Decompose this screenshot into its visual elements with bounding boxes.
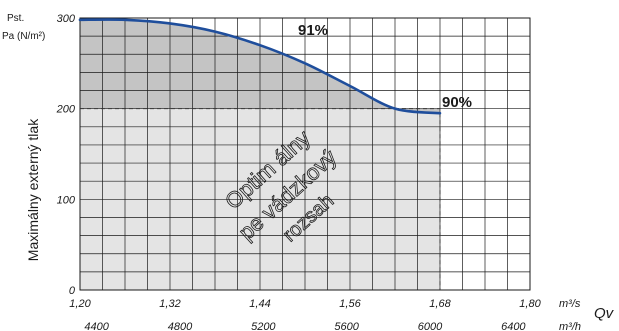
x-tick-label: 1,44 bbox=[249, 298, 270, 310]
y-tick-label: 0 bbox=[69, 285, 76, 297]
efficiency-label-91: 91% bbox=[298, 22, 328, 39]
tick-label-layer: 0 100 200 300 1,20 1,32 1,44 1,56 1,68 1,80 4400 48… bbox=[56, 13, 542, 331]
y-tick-label: 200 bbox=[56, 104, 76, 116]
y-axis-top-label-1: Pst. bbox=[7, 13, 24, 24]
x-secondary-tick-label: 6000 bbox=[418, 321, 443, 331]
efficiency-label-90: 90% bbox=[442, 94, 472, 111]
series-line-performance-curve bbox=[78, 18, 442, 115]
curve-layer bbox=[78, 18, 442, 115]
x-axis-title: Qv bbox=[594, 305, 615, 322]
x-tick-label: 1,20 bbox=[69, 298, 91, 310]
y-axis-title: Maximálny externý tlak bbox=[25, 118, 41, 261]
x-unit-secondary: m³/h bbox=[559, 321, 581, 331]
x-secondary-tick-label: 4800 bbox=[168, 321, 193, 331]
grid-layer bbox=[79, 17, 531, 291]
x-secondary-tick-label: 4400 bbox=[84, 321, 109, 331]
y-tick-label: 100 bbox=[57, 194, 76, 206]
y-axis-top-label-2: Pa (N/m²) bbox=[2, 31, 45, 42]
x-secondary-tick-label: 5600 bbox=[334, 321, 359, 331]
x-tick-label: 1,68 bbox=[429, 298, 451, 310]
y-tick-label: 300 bbox=[57, 13, 76, 25]
x-secondary-tick-label: 5200 bbox=[251, 321, 276, 331]
x-tick-label: 1,80 bbox=[519, 298, 541, 310]
x-tick-label: 1,56 bbox=[339, 298, 361, 310]
x-secondary-tick-label: 6400 bbox=[501, 321, 526, 331]
plot-frame bbox=[79, 17, 531, 291]
x-tick-label: 1,32 bbox=[159, 298, 180, 310]
x-unit-primary: m³/s bbox=[559, 298, 581, 310]
